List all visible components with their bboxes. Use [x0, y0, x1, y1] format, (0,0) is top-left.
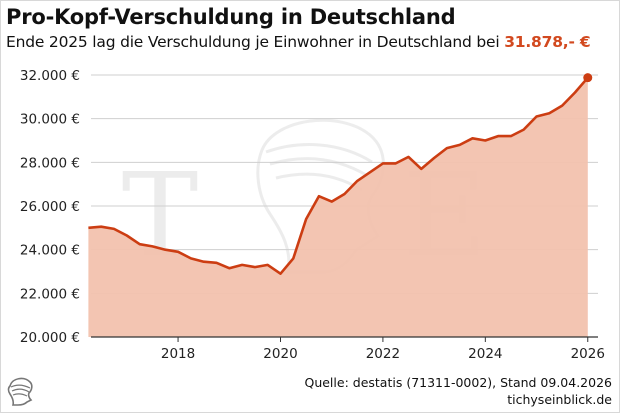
y-tick-label: 20.000 € — [20, 330, 80, 346]
tichys-einblick-logo-icon — [7, 377, 33, 406]
series-line — [88, 76, 589, 275]
x-tick-label: 2024 — [468, 346, 502, 362]
y-tick-label: 30.000 € — [20, 112, 80, 128]
y-tick-label: 22.000 € — [20, 286, 80, 302]
x-axis-ticks: 2018 2020 2022 2024 2026 — [161, 337, 605, 362]
y-tick-label: 26.000 € — [20, 199, 80, 215]
series-area — [88, 77, 588, 337]
source-note: Quelle: destatis (71311-0002), Stand 09.… — [304, 375, 612, 390]
chart-subtitle: Ende 2025 lag die Verschuldung je Einwoh… — [6, 33, 591, 51]
site-name: tichyseinblick.de — [507, 392, 612, 407]
chart-title: Pro-Kopf-Verschuldung in Deutschland — [6, 5, 456, 29]
y-axis-ticks: 20.000 € 22.000 € 24.000 € 26.000 € 28.000 €… — [20, 68, 80, 346]
x-tick-label: 2018 — [161, 346, 195, 362]
x-tick-label: 2022 — [366, 346, 400, 362]
subtitle-highlight-value: 31.878,- € — [504, 33, 591, 51]
subtitle-text: Ende 2025 lag die Verschuldung je Einwoh… — [6, 33, 505, 51]
x-tick-label: 2026 — [571, 346, 605, 362]
y-tick-label: 24.000 € — [20, 243, 80, 259]
highlight-point — [583, 73, 593, 83]
x-tick-label: 2020 — [263, 346, 297, 362]
y-tick-label: 28.000 € — [20, 155, 80, 171]
y-tick-label: 32.000 € — [20, 68, 80, 84]
